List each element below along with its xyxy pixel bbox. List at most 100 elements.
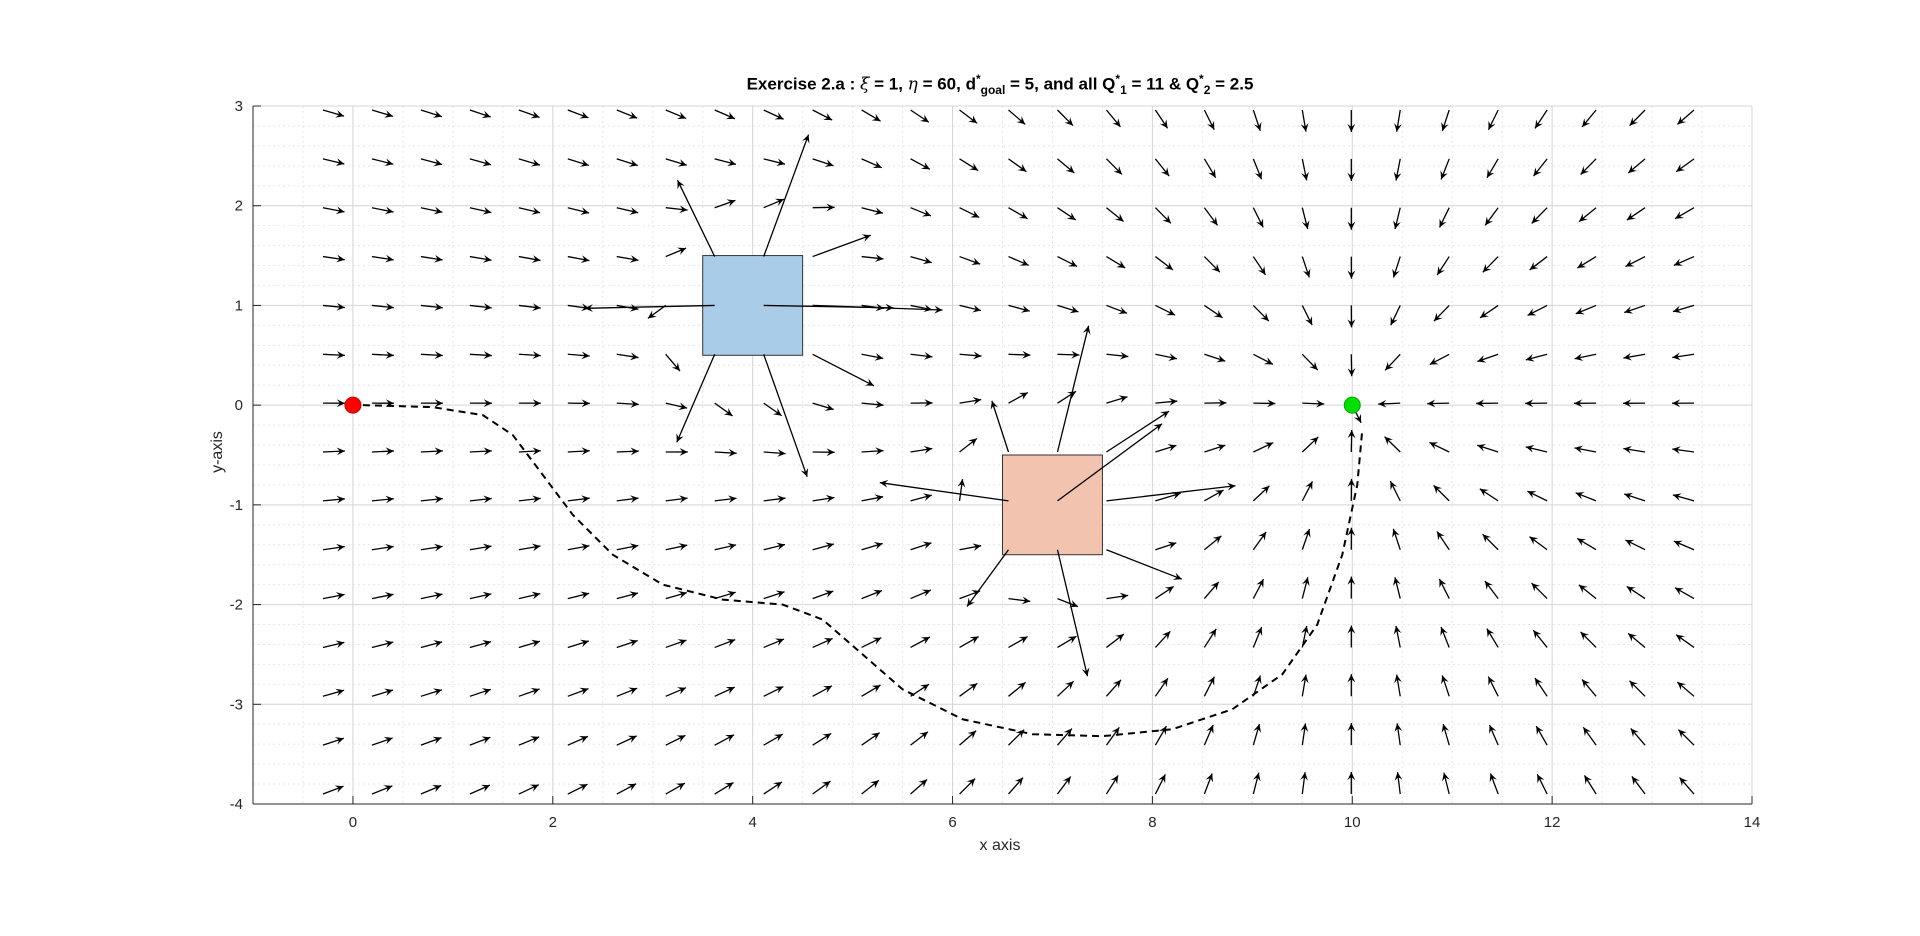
quiver-arrow-head [728, 448, 737, 457]
quiver-arrow-head [969, 162, 979, 171]
quiver-arrow-head [1253, 724, 1261, 733]
quiver-arrow-head [1429, 442, 1439, 450]
quiver-arrow-head [1439, 218, 1447, 228]
quiver-arrow-head [1316, 399, 1325, 408]
quiver-arrow-head [1525, 354, 1535, 362]
quiver-arrow-head [1162, 214, 1171, 224]
quiver-arrow-head [384, 592, 394, 600]
title-q2-sup: * [1199, 72, 1204, 86]
quiver-arrow-head [1489, 773, 1497, 783]
y-tick-label: 1 [235, 297, 243, 314]
quiver-arrow-head [968, 683, 978, 692]
quiver-arrow-head [1529, 261, 1539, 270]
quiver-arrow-head [824, 403, 834, 411]
quiver-arrow-head [1018, 392, 1028, 400]
quiver-arrow-head [1488, 120, 1496, 130]
quiver-arrow-head [578, 736, 588, 744]
quiver-arrow-head [802, 134, 810, 144]
quiver-arrow-head [335, 688, 345, 697]
robot-path [362, 404, 1364, 738]
quiver-arrow-head [1260, 485, 1270, 495]
quiver-arrow-head [874, 207, 883, 215]
quiver-arrow-head [530, 110, 540, 119]
quiver-arrow-head [1206, 724, 1214, 734]
quiver-arrow-head [630, 447, 639, 456]
quiver-arrow-head [1263, 357, 1273, 365]
quiver-arrow-shaft [1106, 410, 1170, 453]
x-axis-label: x axis [980, 837, 1021, 854]
quiver-arrow-head [1580, 631, 1590, 641]
quiver-arrow-head [434, 303, 443, 311]
quiver-arrow-head [1208, 168, 1216, 178]
quiver-arrow-head [1113, 165, 1122, 175]
quiver-arrow-head [629, 352, 639, 361]
quiver-arrow-head [1066, 212, 1076, 220]
quiver-arrow-head [1347, 674, 1356, 683]
quiver-arrow-head [1482, 263, 1492, 273]
quiver-arrow-head [1300, 723, 1309, 732]
quiver-arrow-head [1153, 423, 1163, 432]
y-tick-label: -4 [230, 796, 243, 813]
quiver-arrow-head [1158, 774, 1166, 784]
y-tick-label: 3 [235, 98, 243, 115]
quiver-arrow-head [384, 640, 394, 648]
quiver-arrow-head [1213, 309, 1223, 318]
quiver-arrow-head [1672, 399, 1681, 408]
quiver-arrow-head [677, 639, 687, 647]
quiver-arrow-head [482, 591, 492, 600]
quiver-arrow-head [1347, 172, 1356, 181]
quiver-arrow-head [531, 207, 541, 215]
quiver-arrow-head [921, 209, 931, 217]
quiver-arrow-shaft [1057, 423, 1163, 502]
quiver-arrow-head [1227, 482, 1236, 491]
quiver-arrow-head [874, 494, 884, 503]
quiver-arrow-head [1017, 163, 1027, 172]
quiver-arrow-head [1118, 395, 1128, 403]
quiver-arrow-head [1064, 117, 1073, 126]
quiver-arrow-head [1211, 263, 1220, 273]
title-d-sub: goal [980, 83, 1006, 98]
quiver-arrow-head [581, 447, 590, 456]
quiver-arrow-head [434, 447, 443, 456]
quiver-arrow-head [483, 495, 492, 504]
quiver-arrow-head [433, 591, 443, 600]
quiver-arrow-head [1209, 216, 1218, 226]
quiver-arrow-head [1164, 261, 1173, 270]
quiver-arrow-head [483, 351, 492, 359]
quiver-arrow-head [773, 734, 783, 742]
quiver-arrow-head [1673, 258, 1683, 266]
quiver-arrow-head [1484, 581, 1493, 590]
quiver-arrow-head [1537, 774, 1545, 784]
quiver-arrow-head [920, 637, 930, 645]
quiver-arrow-head [1119, 351, 1129, 360]
quiver-arrow-head [823, 112, 833, 121]
quiver-arrow-head [1164, 586, 1174, 595]
quiver-arrow-head [671, 362, 681, 372]
quiver-arrow-head [482, 255, 492, 263]
quiver-arrow-head [383, 785, 393, 793]
quiver-arrow-head [1067, 636, 1077, 644]
x-tick-label: 2 [549, 814, 557, 831]
quiver-arrow-head [1580, 165, 1590, 175]
quiver-arrow-head [968, 115, 978, 124]
y-tick-label: 0 [235, 397, 243, 414]
quiver-arrow-head [824, 590, 834, 598]
quiver-arrow-head [677, 111, 687, 119]
quiver-arrow-shaft [584, 304, 715, 309]
quiver-arrow-head [1678, 729, 1687, 739]
quiver-arrow-head [726, 638, 736, 647]
quiver-arrow-head [581, 399, 590, 408]
quiver-arrow-head [385, 254, 394, 263]
quiver-arrow-head [1216, 354, 1226, 363]
quiver-arrow-head [580, 543, 590, 552]
quiver-arrow-head [1623, 399, 1632, 408]
quiver-arrow-head [334, 785, 344, 793]
quiver-arrow-head [1303, 528, 1311, 538]
quiver-arrow-head [628, 111, 638, 119]
quiver-arrow-head [1260, 312, 1269, 322]
quiver-arrow-head [1673, 540, 1683, 548]
quiver-arrow-head [434, 351, 443, 359]
quiver-arrow-head [1392, 528, 1400, 538]
quiver-arrow-head [581, 351, 590, 360]
quiver-arrow-head [1433, 485, 1443, 494]
